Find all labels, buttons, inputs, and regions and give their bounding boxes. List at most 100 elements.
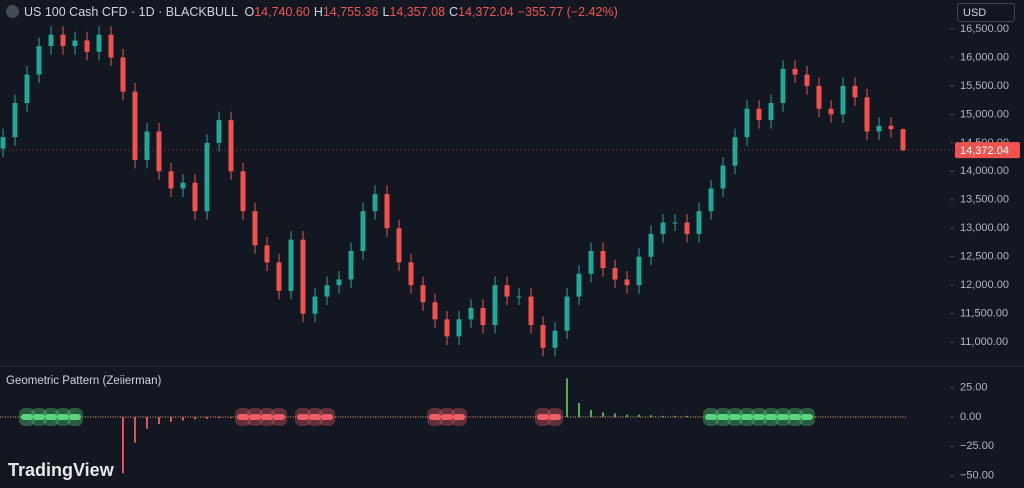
candle-body — [420, 285, 426, 303]
candle-body — [36, 46, 42, 75]
pattern-marker — [57, 414, 69, 421]
y-tick-label: −25.00 — [960, 440, 994, 452]
candle-body — [72, 40, 78, 47]
pattern-marker — [309, 414, 321, 421]
candle-body — [768, 103, 774, 121]
pattern-marker — [429, 414, 441, 421]
histogram-bar — [122, 417, 124, 474]
histogram-bar — [662, 415, 664, 418]
candle-body — [804, 74, 810, 86]
currency-button[interactable]: USD — [957, 3, 1015, 22]
candle-body — [96, 34, 102, 52]
candle-body — [12, 103, 18, 138]
y-tick-label: 25.00 — [960, 382, 988, 394]
candle-body — [216, 120, 222, 143]
candle-body — [144, 131, 150, 160]
histogram-bar — [170, 417, 172, 422]
candle-body — [432, 302, 438, 320]
pattern-marker — [69, 414, 81, 421]
pattern-marker — [549, 414, 561, 421]
ohlc-label: O — [244, 5, 255, 19]
histogram-bar — [206, 417, 208, 419]
candle-body — [480, 307, 486, 326]
candle-body — [120, 57, 126, 92]
candle-body — [876, 125, 882, 132]
candle-body — [900, 129, 906, 151]
candle-body — [60, 34, 66, 47]
symbol-icon — [6, 5, 19, 18]
candle-body — [492, 285, 498, 326]
histogram-bar — [638, 414, 640, 418]
pattern-marker — [45, 414, 57, 421]
candle-body — [540, 325, 546, 348]
ohlc-value: 14,372.04 — [458, 5, 514, 19]
histogram-bar — [650, 415, 652, 418]
candle-body — [600, 251, 606, 269]
pattern-marker — [777, 414, 789, 421]
candle-body — [288, 239, 294, 291]
pattern-marker — [537, 414, 549, 421]
histogram-bar — [158, 417, 160, 425]
pattern-marker — [741, 414, 753, 421]
pattern-marker — [729, 414, 741, 421]
candle-body — [744, 108, 750, 138]
histogram-bar — [602, 412, 604, 418]
candle-body — [828, 108, 834, 115]
candle-body — [132, 91, 138, 160]
candle-body — [696, 211, 702, 234]
candle-body — [396, 228, 402, 263]
y-tick-label: 16,000.00 — [960, 51, 1009, 63]
candle-body — [864, 97, 870, 132]
histogram-bar — [134, 417, 136, 443]
candle-body — [408, 262, 414, 286]
pattern-marker — [321, 414, 333, 421]
ohlc-label: H — [313, 5, 323, 19]
pattern-marker — [261, 414, 273, 421]
ohlc-label: C — [449, 5, 459, 19]
candle-body — [456, 319, 462, 337]
histogram-bar — [230, 417, 232, 419]
candle-body — [888, 125, 894, 130]
histogram-bar — [194, 417, 196, 420]
pattern-marker — [717, 414, 729, 421]
pattern-marker — [273, 414, 285, 421]
candle-body — [300, 239, 306, 314]
candle-body — [672, 222, 678, 224]
candle-body — [0, 137, 6, 149]
pattern-marker — [789, 414, 801, 421]
ohlc-value: 14,740.60 — [254, 5, 310, 19]
candle-body — [168, 171, 174, 189]
candle-body — [720, 165, 726, 189]
y-tick-label: 15,500.00 — [960, 80, 1009, 92]
candle-body — [708, 188, 714, 212]
candle-body — [192, 182, 198, 212]
histogram-bar — [182, 417, 184, 421]
y-tick-label: 0.00 — [960, 411, 981, 423]
candle-body — [780, 68, 786, 104]
candle-body — [516, 296, 522, 298]
candle-body — [756, 108, 762, 121]
candle-body — [372, 194, 378, 212]
pattern-marker — [753, 414, 765, 421]
candle-body — [336, 279, 342, 286]
candle-body — [636, 256, 642, 286]
candle-body — [264, 245, 270, 263]
y-tick-label: 12,000.00 — [960, 279, 1009, 291]
histogram-bar — [218, 417, 220, 419]
histogram-bar — [590, 409, 592, 418]
pattern-marker — [705, 414, 717, 421]
indicator-title: Geometric Pattern (Zeiierman) — [6, 375, 162, 387]
ohlc-value: 14,357.08 — [389, 5, 446, 19]
candle-body — [576, 273, 582, 297]
symbol[interactable]: US 100 Cash CFD · 1D · BLACKBULL — [24, 5, 238, 19]
pattern-marker — [453, 414, 465, 421]
candle-body — [852, 85, 858, 98]
brand-logo[interactable]: TradingView — [8, 460, 114, 480]
histogram-bar — [674, 415, 676, 418]
last-price-label: 14,372.04 — [960, 145, 1009, 157]
candle-body — [528, 296, 534, 326]
pattern-marker — [441, 414, 453, 421]
candle-body — [204, 142, 210, 212]
